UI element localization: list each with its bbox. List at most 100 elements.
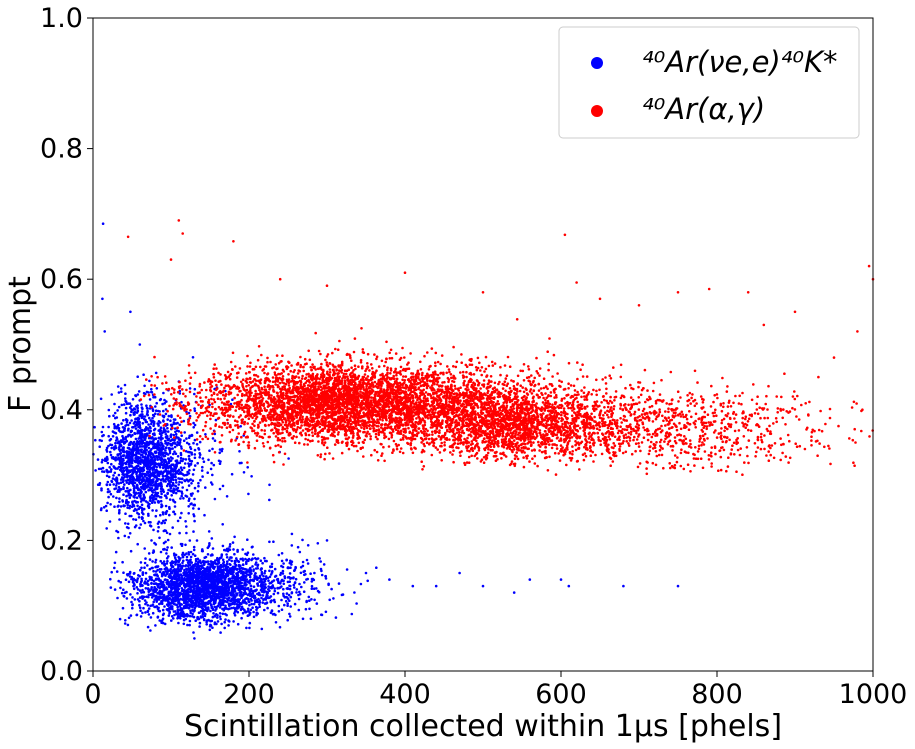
neutrino-point xyxy=(191,612,194,616)
neutrino-point xyxy=(310,587,314,590)
neutrino-point xyxy=(139,462,142,466)
neutrino-point xyxy=(212,566,215,570)
neutrino-point xyxy=(245,562,248,565)
neutrino-point xyxy=(126,429,130,432)
neutrino-point xyxy=(246,607,250,611)
neutrino-point xyxy=(208,583,211,587)
neutrino-point xyxy=(303,573,306,577)
neutrino-point xyxy=(119,455,123,458)
neutrino-point xyxy=(298,550,302,554)
neutrino-point xyxy=(109,492,113,496)
neutrino-point xyxy=(146,564,149,567)
neutrino-point xyxy=(138,430,142,434)
neutrino-point xyxy=(163,622,167,626)
neutrino-point xyxy=(141,413,144,416)
neutrino-point xyxy=(227,619,230,622)
neutrino-point xyxy=(176,455,180,458)
neutrino-point xyxy=(110,462,113,466)
neutrino-point xyxy=(194,557,198,561)
neutrino-point xyxy=(203,614,207,618)
neutrino-point xyxy=(157,436,161,440)
neutrino-point xyxy=(122,436,125,440)
neutrino-point xyxy=(175,589,179,592)
neutrino-point xyxy=(324,610,328,614)
neutrino-point xyxy=(242,588,246,592)
neutrino-point xyxy=(298,592,302,596)
neutrino-point xyxy=(159,585,163,588)
neutrino-point xyxy=(249,587,253,591)
neutrino-point xyxy=(242,471,246,474)
neutrino-point xyxy=(198,440,202,444)
neutrino-point xyxy=(133,453,136,457)
neutrino-point xyxy=(185,606,189,609)
neutrino-point xyxy=(171,498,175,502)
neutrino-point xyxy=(162,548,166,551)
neutrino-point xyxy=(309,572,312,575)
neutrino-point xyxy=(153,598,156,601)
neutrino-point xyxy=(168,576,172,579)
neutrino-point xyxy=(140,410,144,413)
alpha-gamma-point xyxy=(551,375,554,378)
neutrino-point xyxy=(176,608,180,611)
neutrino-point xyxy=(140,403,143,406)
neutrino-point xyxy=(201,609,205,613)
neutrino-point xyxy=(291,576,295,580)
neutrino-point xyxy=(164,442,167,445)
neutrino-point xyxy=(288,612,291,616)
neutrino-point xyxy=(131,500,134,504)
neutrino-point xyxy=(113,505,116,509)
neutrino-point xyxy=(147,552,151,555)
neutrino-point xyxy=(168,608,171,611)
neutrino-point xyxy=(280,559,284,563)
neutrino-point xyxy=(272,592,276,596)
neutrino-point xyxy=(142,477,145,481)
neutrino-point xyxy=(154,590,158,593)
neutrino-point xyxy=(138,481,141,484)
neutrino-point xyxy=(190,561,193,564)
neutrino-point xyxy=(172,617,175,620)
neutrino-point xyxy=(206,471,209,475)
neutrino-point xyxy=(138,414,141,417)
neutrino-point xyxy=(191,473,195,476)
neutrino-point xyxy=(135,586,139,589)
neutrino-point xyxy=(124,399,127,403)
neutrino-point xyxy=(192,421,195,425)
neutrino-point xyxy=(173,427,177,430)
neutrino-point xyxy=(122,454,125,457)
neutrino-point xyxy=(158,447,162,451)
neutrino-point xyxy=(144,557,147,560)
neutrino-point xyxy=(243,582,246,585)
neutrino-point xyxy=(152,528,155,532)
neutrino-point xyxy=(280,579,283,583)
neutrino-point xyxy=(221,612,225,616)
neutrino-point xyxy=(255,611,259,614)
neutrino-point xyxy=(194,570,198,574)
neutrino-point xyxy=(144,571,148,575)
neutrino-point xyxy=(131,503,135,506)
neutrino-point xyxy=(186,600,189,604)
neutrino-point xyxy=(122,504,125,508)
neutrino-point xyxy=(256,563,260,567)
neutrino-point xyxy=(237,564,241,568)
neutrino-point xyxy=(166,426,169,430)
neutrino-point xyxy=(121,606,125,610)
neutrino-point xyxy=(178,441,182,444)
neutrino-point xyxy=(105,448,108,452)
neutrino-point xyxy=(220,585,224,588)
neutrino-point xyxy=(241,600,244,604)
neutrino-point xyxy=(122,588,125,591)
neutrino-point xyxy=(143,547,146,550)
neutrino-point xyxy=(227,577,231,581)
neutrino-point xyxy=(124,522,127,525)
neutrino-point xyxy=(211,626,214,629)
neutrino-point xyxy=(158,570,162,574)
neutrino-point xyxy=(184,617,188,621)
neutrino-point xyxy=(170,588,173,591)
neutrino-point xyxy=(116,596,119,600)
neutrino-point xyxy=(252,585,256,588)
neutrino-point xyxy=(160,485,163,489)
neutrino-point xyxy=(622,584,625,588)
neutrino-point xyxy=(143,487,147,491)
neutrino-point xyxy=(169,419,172,423)
neutrino-point xyxy=(160,503,163,506)
